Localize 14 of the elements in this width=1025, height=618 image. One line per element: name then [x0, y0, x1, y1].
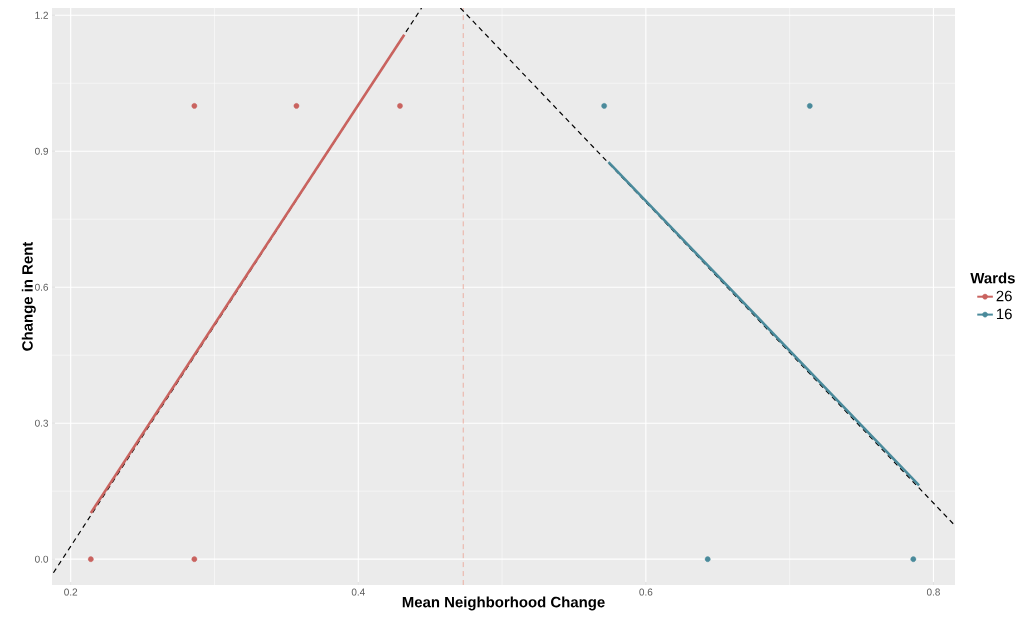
legend-label: 26 [996, 290, 1012, 302]
y-tick-label: 0.9 [35, 147, 49, 155]
y-tick-label: 1.2 [35, 11, 48, 19]
x-tick-label: 0.4 [351, 588, 365, 596]
x-tick-label: 0.2 [64, 588, 78, 596]
y-tick-label: 0.6 [35, 283, 49, 291]
x-tick-label: 0.8 [926, 588, 940, 596]
y-tick-label: 0.0 [35, 555, 49, 563]
y-tick-label: 0.3 [35, 419, 49, 427]
y-axis-title: Change in Rent [21, 241, 36, 351]
x-tick-label: 0.6 [639, 588, 653, 596]
x-axis-title: Mean Neighborhood Change [402, 596, 605, 611]
legend-label: 16 [996, 308, 1012, 320]
legend-title: Wards [970, 272, 1015, 284]
